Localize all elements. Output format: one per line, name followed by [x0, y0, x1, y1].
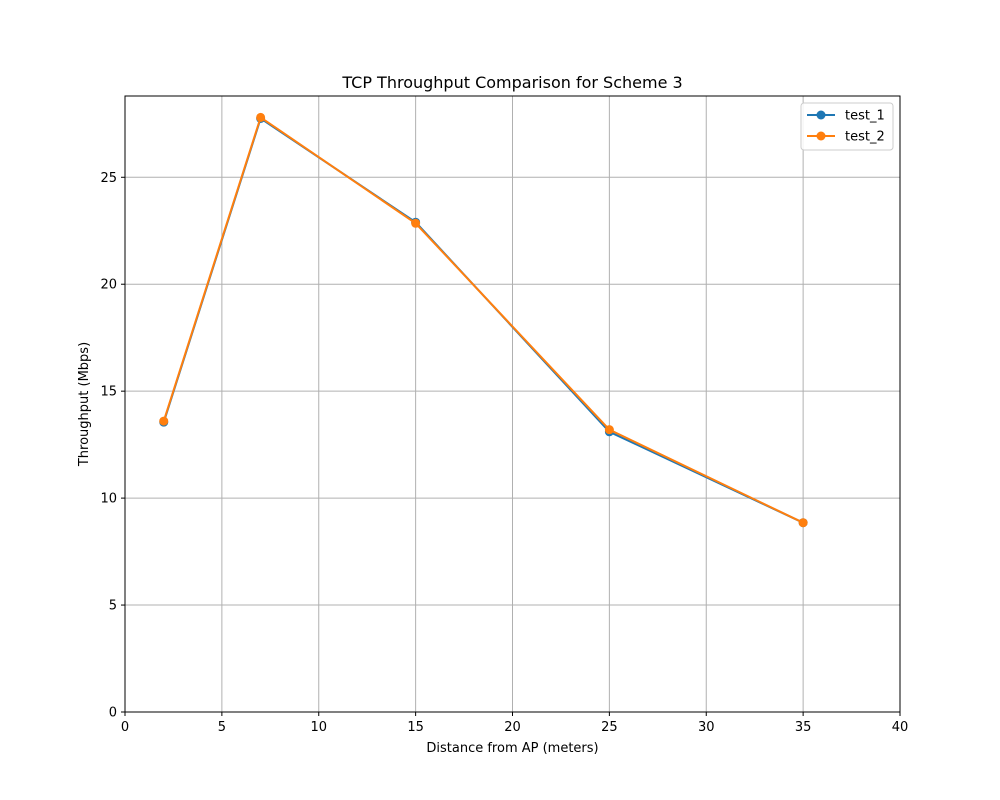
x-tick-label: 30 [698, 720, 715, 735]
y-tick-label: 20 [100, 278, 117, 293]
y-tick-label: 0 [109, 706, 117, 721]
y-tick-label: 10 [100, 492, 117, 507]
x-tick-label: 5 [218, 720, 226, 735]
series-layer [159, 112, 808, 528]
series-test_2 [159, 112, 808, 528]
x-tick-label: 40 [892, 720, 909, 735]
data-point [159, 416, 169, 426]
legend-label: test_1 [845, 109, 885, 124]
legend-marker [816, 131, 826, 141]
x-tick-label: 25 [601, 720, 618, 735]
x-axis-label: Distance from AP (meters) [426, 741, 598, 756]
y-axis-label: Throughput (Mbps) [77, 342, 92, 467]
x-tick-label: 15 [407, 720, 424, 735]
x-tick-label: 0 [121, 720, 129, 735]
data-point [798, 518, 808, 528]
x-tick-label: 20 [504, 720, 521, 735]
y-tick-label: 5 [109, 599, 117, 614]
y-tick-label: 15 [100, 385, 117, 400]
data-point [604, 425, 614, 435]
legend: test_1 test_2 [800, 102, 894, 151]
legend-label: test_2 [845, 130, 885, 145]
data-point [411, 218, 421, 228]
data-point [256, 112, 266, 122]
axis-ticks: 0 5 10 15 20 25 30 35 40 0 5 10 15 20 25 [100, 171, 908, 735]
x-tick-label: 10 [310, 720, 327, 735]
y-tick-label: 25 [100, 171, 117, 186]
chart-title: TCP Throughput Comparison for Scheme 3 [341, 73, 682, 92]
legend-marker [816, 110, 826, 120]
x-tick-label: 35 [795, 720, 812, 735]
